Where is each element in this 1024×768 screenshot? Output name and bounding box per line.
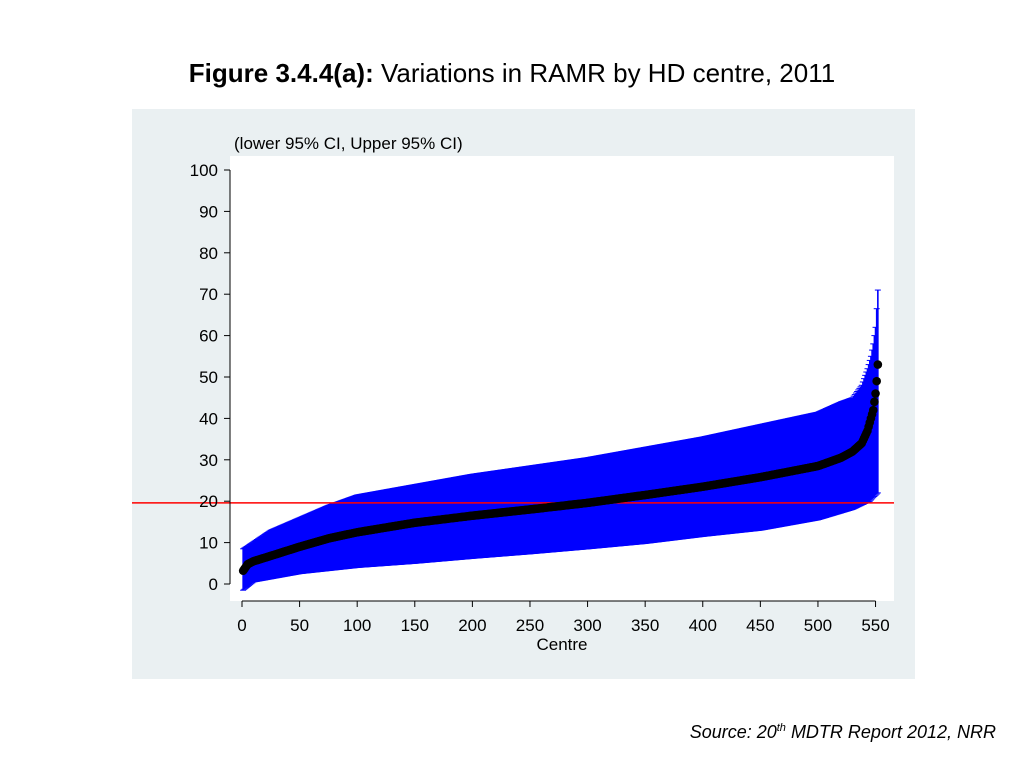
source-prefix: Source: 20 — [689, 722, 777, 742]
chart-panel: (lower 95% CI, Upper 95% CI) Centre 0 10 2… — [132, 109, 915, 679]
y-tick-label: 10 — [199, 534, 218, 553]
x-tick-label: 550 — [861, 616, 889, 635]
x-tick-label: 450 — [746, 616, 774, 635]
x-tick-label: 250 — [516, 616, 544, 635]
ramr-points — [238, 360, 883, 576]
x-tick-label: 50 — [290, 616, 309, 635]
x-tick-label: 0 — [237, 616, 246, 635]
y-tick-label: 50 — [199, 368, 218, 387]
ramr-point — [873, 360, 883, 369]
source-suffix: MDTR Report 2012, NRR — [785, 722, 996, 742]
source-note: Source: 20th MDTR Report 2012, NRR — [690, 722, 996, 743]
figure-caption: Variations in RAMR by HD centre, 2011 — [373, 58, 836, 88]
chart-subtitle: (lower 95% CI, Upper 95% CI) — [234, 134, 463, 153]
x-tick-label: 300 — [573, 616, 601, 635]
ramr-chart: (lower 95% CI, Upper 95% CI) Centre 0 10 2… — [132, 134, 894, 654]
y-tick-label: 70 — [199, 285, 218, 304]
x-tick-label: 150 — [401, 616, 429, 635]
source-superscript: th — [776, 722, 786, 734]
y-tick-label: 40 — [199, 409, 218, 428]
x-axis-label: Centre — [536, 635, 587, 654]
axes: 0 10 20 30 40 50 60 70 80 90 100 0 50 100 150 200 250 300… — [190, 161, 890, 635]
y-tick-label: 100 — [190, 161, 218, 180]
x-tick-label: 400 — [689, 616, 717, 635]
y-tick-label: 90 — [199, 202, 218, 221]
ramr-point — [871, 389, 880, 398]
y-tick-label: 30 — [199, 451, 218, 470]
figure-number: Figure 3.4.4(a): — [188, 58, 374, 88]
y-tick-label: 0 — [209, 575, 218, 594]
y-tick-label: 20 — [199, 492, 218, 511]
x-tick-label: 350 — [631, 616, 659, 635]
x-tick-label: 500 — [804, 616, 832, 635]
y-tick-label: 80 — [199, 244, 218, 263]
x-tick-label: 100 — [343, 616, 371, 635]
x-tick-label: 200 — [458, 616, 486, 635]
ramr-point — [872, 376, 881, 386]
ramr-point — [870, 397, 879, 407]
figure-title: Figure 3.4.4(a): Variations in RAMR by H… — [0, 58, 1024, 89]
ramr-point — [868, 405, 878, 415]
y-tick-label: 60 — [199, 327, 218, 346]
